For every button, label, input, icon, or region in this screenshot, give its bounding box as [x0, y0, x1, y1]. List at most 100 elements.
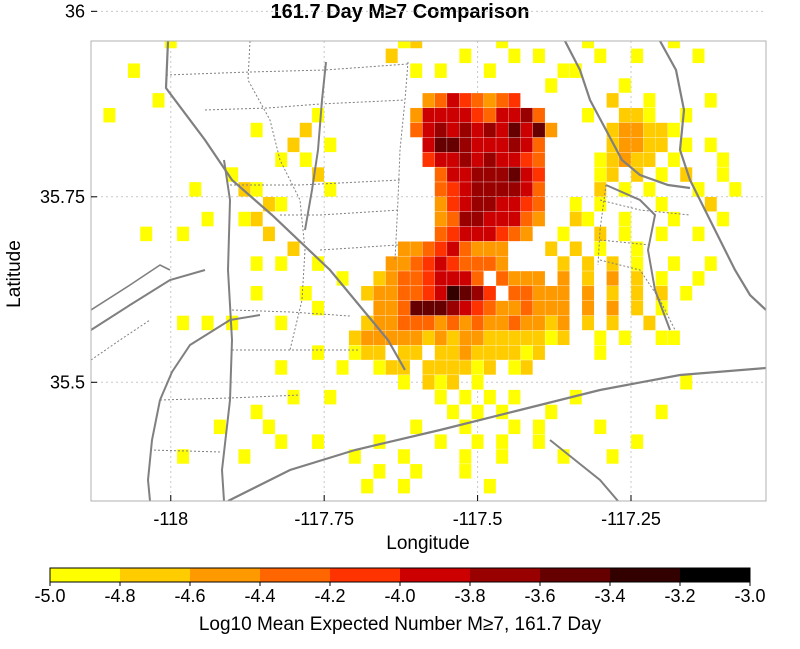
heatmap-cell	[250, 404, 263, 420]
heatmap-cell	[471, 271, 484, 286]
heatmap-cell	[631, 434, 644, 449]
heatmap-cell	[532, 434, 545, 449]
heatmap-cell	[447, 167, 460, 182]
heatmap-cell	[655, 271, 668, 286]
colorbar-tick-label: -5.0	[34, 586, 65, 606]
colorbar-tick-label: -4.0	[384, 586, 415, 606]
heatmap-cell	[508, 48, 521, 64]
heatmap-cell	[606, 152, 619, 167]
heatmap-cell	[471, 137, 484, 153]
heatmap-cell	[397, 300, 410, 316]
fault-trace	[247, 41, 306, 351]
heatmap-cell	[496, 167, 509, 182]
heatmap-cell	[631, 152, 644, 167]
heatmap-cell	[410, 122, 423, 138]
heatmap-cell	[459, 419, 472, 435]
heatmap-cell	[594, 419, 607, 435]
heatmap-cell	[312, 345, 325, 360]
heatmap-cell	[201, 211, 214, 227]
heatmap-cell	[410, 256, 423, 271]
heatmap-cell	[520, 107, 533, 123]
heatmap-cell	[618, 182, 631, 197]
heatmap-cell	[618, 107, 631, 123]
heatmap-cell	[717, 152, 730, 167]
heatmap-cell	[471, 375, 484, 390]
heatmap-cell	[606, 449, 619, 464]
heatmap-cell	[459, 182, 472, 197]
heatmap-cell	[631, 256, 644, 271]
colorbar-tick-label: -4.8	[104, 586, 135, 606]
heatmap-cell	[496, 256, 509, 271]
heatmap-cell	[324, 137, 337, 153]
heatmap-cell	[287, 137, 300, 153]
heatmap-cell	[483, 315, 496, 331]
heatmap-cell	[704, 256, 717, 271]
heatmap-cell	[667, 122, 680, 138]
heatmap-cell	[447, 271, 460, 286]
heatmap-cell	[618, 152, 631, 167]
heatmap-cell	[152, 93, 165, 108]
heatmap-cell	[594, 196, 607, 212]
heatmap-cell	[508, 300, 521, 316]
heatmap-cell	[643, 137, 656, 153]
heatmap-cell	[275, 434, 288, 449]
heatmap-cell	[631, 300, 644, 316]
heatmap-cell	[447, 211, 460, 227]
heatmap-cell	[594, 241, 607, 256]
heatmap-cell	[483, 122, 496, 138]
colorbar-tick-label: -3.8	[454, 586, 485, 606]
heatmap-cell	[483, 196, 496, 212]
heatmap-cell	[397, 271, 410, 286]
heatmap-cell	[483, 345, 496, 360]
heatmap-cell	[336, 360, 349, 375]
heatmap-cell	[422, 122, 435, 138]
colorbar-swatch	[50, 568, 121, 582]
heatmap-cell	[520, 122, 533, 138]
heatmap-cell	[655, 167, 668, 182]
heatmap-cell	[447, 286, 460, 301]
heatmap-cell	[643, 182, 656, 197]
heatmap-cell	[177, 315, 190, 331]
heatmap-cell	[680, 375, 693, 390]
heatmap-cell	[545, 315, 558, 331]
heatmap-cell	[275, 315, 288, 331]
heatmap-cell	[410, 330, 423, 346]
heatmap-cell	[361, 345, 374, 360]
heatmap-cell	[275, 196, 288, 212]
heatmap-cell	[532, 330, 545, 346]
heatmap-cell	[631, 241, 644, 256]
heatmap-cell	[434, 226, 447, 242]
heatmap-cell	[459, 167, 472, 182]
heatmap-cell	[459, 211, 472, 227]
heatmap-cell	[238, 211, 251, 227]
heatmap-cell	[508, 226, 521, 242]
colorbar-tick-label: -4.4	[244, 586, 275, 606]
heatmap-cell	[557, 63, 570, 78]
heatmap-cell	[127, 63, 140, 78]
heatmap-cell	[606, 122, 619, 138]
heatmap-cell	[189, 182, 202, 197]
heatmap-cell	[434, 389, 447, 405]
y-tick-label: 35.75	[40, 187, 85, 207]
heatmap-cell	[447, 122, 460, 138]
heatmap-cell	[643, 93, 656, 108]
heatmap-cell	[557, 226, 570, 242]
heatmap-cell	[471, 107, 484, 123]
heatmap-cell	[459, 449, 472, 464]
colorbar-swatch	[400, 568, 471, 582]
heatmap-cell	[348, 345, 361, 360]
heatmap-cell	[471, 226, 484, 242]
heatmap-cell	[606, 93, 619, 108]
heatmap-cell	[434, 122, 447, 138]
heatmap-cell	[508, 122, 521, 138]
heatmap-cell	[312, 434, 325, 449]
heatmap-cell	[471, 152, 484, 167]
heatmap-cell	[643, 152, 656, 167]
heatmap-cell	[312, 167, 325, 182]
heatmap-cell	[606, 137, 619, 153]
heatmap-cell	[410, 107, 423, 123]
heatmap-cell	[582, 211, 595, 227]
heatmap-cell	[385, 256, 398, 271]
heatmap-cell	[618, 137, 631, 153]
heatmap-cell	[238, 182, 251, 197]
